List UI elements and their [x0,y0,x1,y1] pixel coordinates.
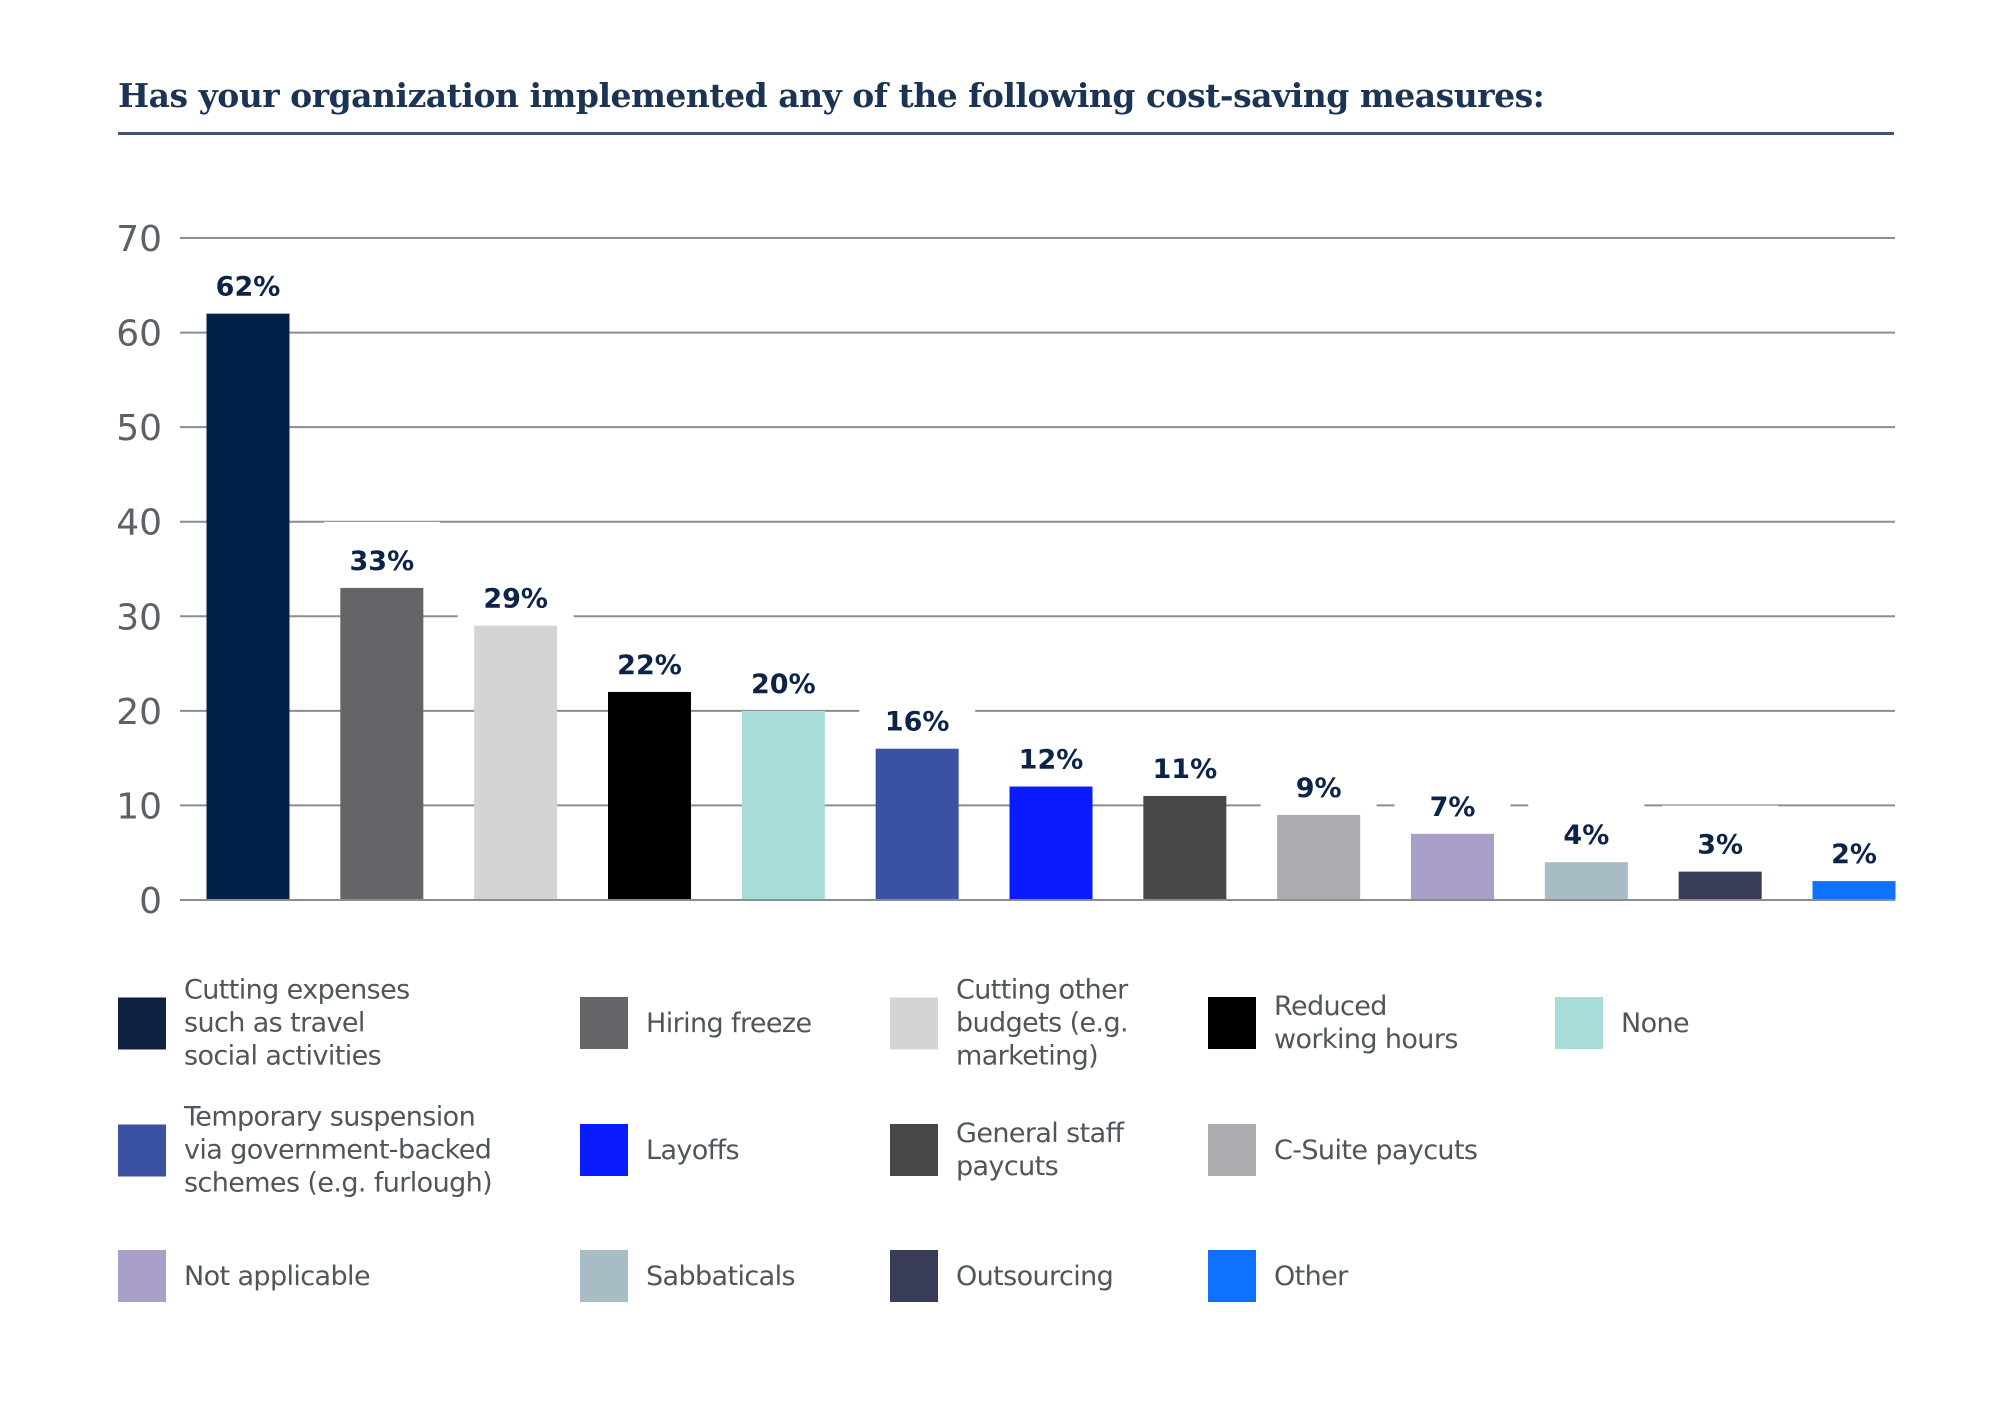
y-tick-label: 60 [116,314,162,355]
bar [1143,795,1227,900]
legend-label: Not applicable [184,1260,371,1292]
legend-swatch [890,1250,938,1302]
data-label: 12% [1019,745,1084,776]
data-label: 9% [1296,773,1342,804]
data-label-background [1126,729,1243,792]
legend-item: Reduced working hours [1208,990,1458,1056]
data-label-background [190,247,306,310]
legend-label: None [1621,1007,1690,1039]
bar [340,587,424,900]
legend-swatch [1555,997,1603,1049]
data-label: 29% [483,584,548,615]
data-label: 7% [1430,792,1476,823]
data-label-background [1528,796,1645,859]
legend-swatch [1208,997,1256,1049]
data-label: 33% [350,546,415,577]
data-label-background [993,720,1109,783]
legend-label: Layoffs [646,1134,740,1166]
y-tick-label: 20 [116,692,162,733]
legend-item: Sabbaticals [580,1250,796,1302]
legend-item: Outsourcing [890,1250,1114,1302]
legend-swatch [580,997,628,1049]
legend-swatch [118,997,166,1049]
data-label: 16% [885,707,950,738]
y-tick-label: 0 [139,881,162,922]
data-labels: 62% 33% 29% 22% 20% 16% 12% 11% 9% 7% 4% 3% 2% [190,247,1912,878]
y-tick-label: 70 [116,219,162,260]
bar [1812,881,1896,900]
legend-item: General staff paycuts [890,1117,1124,1183]
legend-label: Reduced working hours [1274,991,1458,1055]
data-label-background [457,559,574,622]
data-label: 3% [1697,830,1743,861]
data-label: 62% [216,272,281,303]
data-label: 2% [1831,839,1877,870]
legend-swatch [580,1124,628,1176]
legend-label: Temporary suspension via government-back… [184,1101,493,1199]
bar [474,625,558,900]
chart-title: Has your organization implemented any of… [118,76,1545,115]
bar [1411,833,1494,900]
y-tick-label: 10 [116,786,162,827]
data-label: 20% [751,669,816,700]
legend-item: Temporary suspension via government-back… [118,1101,493,1200]
data-label-background [1260,748,1377,811]
bar [1277,814,1361,900]
data-label: 4% [1563,820,1609,851]
y-tick-label: 50 [116,408,162,449]
legend-item: Hiring freeze [580,997,812,1049]
legend-swatch [118,1124,166,1176]
bar [1544,862,1628,900]
legend-swatch [890,1124,938,1176]
legend-swatch [580,1250,628,1302]
bars [180,313,1896,901]
legend-swatch [890,997,938,1049]
legend-item: None [1555,997,1690,1049]
legend-label: Sabbaticals [646,1260,796,1292]
legend-label: General staff paycuts [956,1118,1124,1182]
legend-label: Cutting expenses such as travel social a… [184,974,410,1072]
legend-label: C-Suite paycuts [1274,1134,1478,1166]
bar [1678,871,1762,900]
legend-label: Other [1274,1260,1348,1292]
data-label: 11% [1153,754,1218,785]
legend-label: Outsourcing [956,1260,1114,1292]
legend-swatch [118,1250,166,1302]
data-label-background [1796,815,1912,878]
data-label-background [859,682,976,745]
bar [1009,786,1093,900]
legend-item: Other [1208,1250,1348,1302]
data-label-background [591,625,708,688]
title-divider [118,132,1894,135]
data-label-background [725,644,842,707]
legend-item: Not applicable [118,1250,371,1302]
data-label-background [323,521,440,584]
legend-label: Hiring freeze [646,1007,812,1039]
bar-chart: 0 10 20 30 40 50 60 70 62% 33% 29% 22% 20% 16% 12% 11%… [116,219,1912,922]
data-label-background [1394,767,1511,830]
bar [206,313,290,901]
bar [875,748,959,900]
legend-item: Layoffs [580,1124,740,1176]
bar [608,691,691,900]
y-tick-label: 40 [116,503,162,544]
y-axis-ticks: 0 10 20 30 40 50 60 70 [116,219,162,922]
legend-item: Cutting expenses such as travel social a… [118,974,410,1073]
legend-item: C-Suite paycuts [1208,1124,1478,1176]
legend-swatch [1208,1124,1256,1176]
y-tick-label: 30 [116,597,162,638]
data-label: 22% [617,650,682,681]
legend-item: Cutting other budgets (e.g. marketing) [890,974,1129,1073]
legend-label: Cutting other budgets (e.g. marketing) [956,974,1129,1072]
bar [741,710,825,900]
data-label-background [1662,805,1779,868]
legend-swatch [1208,1250,1256,1302]
